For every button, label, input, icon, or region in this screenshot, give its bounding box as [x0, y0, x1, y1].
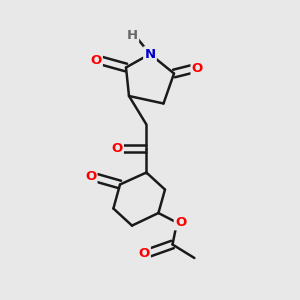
Text: O: O: [90, 53, 102, 67]
Text: O: O: [111, 142, 123, 155]
Text: N: N: [144, 47, 156, 61]
Text: O: O: [85, 170, 96, 184]
Text: O: O: [175, 216, 186, 229]
Text: O: O: [138, 247, 150, 260]
Text: H: H: [127, 28, 138, 42]
Text: O: O: [192, 62, 203, 75]
